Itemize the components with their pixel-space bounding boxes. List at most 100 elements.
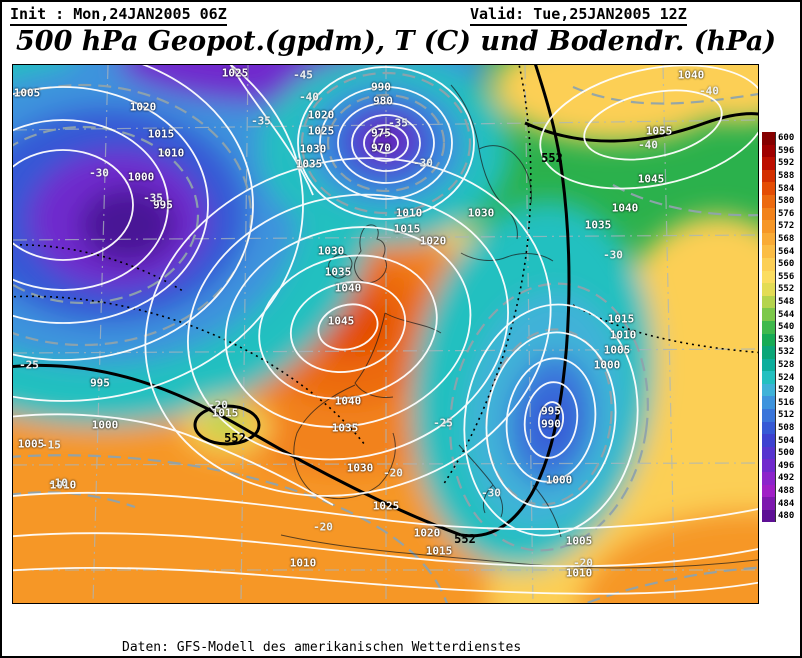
colorbar-value: 532 [778, 347, 795, 358]
colorbar-entry: 532 [762, 346, 800, 359]
colorbar-value: 576 [778, 208, 795, 219]
colorbar-swatch [762, 484, 776, 498]
temperature-label: -40 [299, 90, 319, 104]
valid-time-label: Valid: Tue,25JAN2005 12Z [470, 5, 687, 26]
colorbar-swatch [762, 207, 776, 221]
colorbar-value: 536 [778, 334, 795, 345]
pressure-label: 1000 [91, 418, 119, 432]
colorbar-swatch [762, 220, 776, 233]
footer-credits: Daten: GFS-Modell des amerikanischen Wet… [122, 608, 522, 656]
pressure-label: 1035 [331, 421, 359, 435]
isobar-lines [13, 65, 758, 595]
colorbar-value: 492 [778, 473, 795, 484]
colorbar-entry: 484 [762, 497, 800, 510]
colorbar-swatch [762, 182, 776, 195]
temperature-label: -25 [433, 416, 453, 430]
map-canvas: 1005 1025 1020 1015 1010 1000 995 990 980 975 970 1… [12, 64, 759, 604]
colorbar-entry: 492 [762, 472, 800, 485]
pressure-label: 1040 [334, 281, 362, 295]
pressure-label: 1020 [419, 234, 447, 248]
colorbar-swatch [762, 371, 776, 384]
temperature-label: -20 [573, 556, 593, 570]
colorbar-value: 564 [778, 246, 795, 257]
pressure-label: 1030 [346, 461, 374, 475]
colorbar-entry: 536 [762, 333, 800, 347]
pressure-label: 995 [541, 404, 561, 418]
colorbar-entry: 540 [762, 320, 800, 334]
colorbar-value: 508 [778, 422, 795, 433]
colorbar-swatch [762, 232, 776, 246]
temperature-label: -45 [293, 68, 313, 82]
pressure-label: 1005 [603, 343, 631, 357]
thickness-minor-lines [13, 65, 758, 486]
colorbar-entry: 600 [762, 132, 800, 145]
temperature-label: -15 [41, 438, 61, 452]
colorbar-entry: 556 [762, 270, 800, 284]
colorbar-entry: 508 [762, 421, 800, 435]
pressure-label: 1020 [413, 526, 441, 540]
colorbar-value: 556 [778, 271, 795, 282]
data-source-line: Daten: GFS-Modell des amerikanischen Wet… [122, 640, 522, 655]
pressure-label: 1015 [147, 127, 175, 141]
colorbar-value: 600 [778, 133, 795, 144]
colorbar-swatch [762, 157, 776, 170]
colorbar-value: 592 [778, 158, 795, 169]
temperature-label: -20 [208, 398, 228, 412]
coastline-outlines [280, 84, 758, 569]
colorbar-entry: 588 [762, 169, 800, 183]
colorbar-entry: 524 [762, 371, 800, 384]
geopotential-colorbar: 600 596 592 588 584 580 576 572 568 564 560 556 552 5… [762, 132, 800, 523]
colorbar-entry: 544 [762, 308, 800, 321]
colorbar-entry: 548 [762, 295, 800, 309]
colorbar-entry: 596 [762, 144, 800, 158]
pressure-label: 1020 [129, 100, 157, 114]
pressure-label: 1015 [607, 312, 635, 326]
page-title: 500 hPa Geopot.(gpdm), T (C) und Bodendr… [16, 26, 777, 57]
map-label-layer: 1005 1025 1020 1015 1010 1000 995 990 980 975 970 1… [13, 65, 758, 603]
colorbar-swatch [762, 434, 776, 447]
colorbar-swatch [762, 320, 776, 334]
temperature-label: -30 [89, 166, 109, 180]
thickness-label: 552 [454, 532, 476, 546]
colorbar-swatch [762, 169, 776, 183]
pressure-label: 980 [373, 94, 393, 108]
pressure-label: 970 [371, 141, 391, 155]
pressure-label: 975 [371, 126, 391, 140]
pressure-label: 1000 [593, 358, 621, 372]
colorbar-swatch [762, 497, 776, 510]
pressure-label: 995 [153, 198, 173, 212]
pressure-label: 1025 [372, 499, 400, 513]
colorbar-value: 568 [778, 234, 795, 245]
colorbar-swatch [762, 396, 776, 410]
temperature-label: -30 [603, 248, 623, 262]
colorbar-swatch [762, 144, 776, 158]
colorbar-value: 500 [778, 448, 795, 459]
pressure-label: 1015 [425, 544, 453, 558]
pressure-label: 1030 [299, 142, 327, 156]
colorbar-value: 516 [778, 397, 795, 408]
thickness-label: 552 [224, 431, 246, 445]
colorbar-entry: 496 [762, 459, 800, 473]
temperature-label: -35 [143, 191, 163, 205]
colorbar-value: 528 [778, 359, 795, 370]
pressure-label: 1030 [317, 244, 345, 258]
pressure-label: 1020 [307, 108, 335, 122]
colorbar-swatch [762, 346, 776, 359]
pressure-label: 1025 [307, 124, 335, 138]
colorbar-value: 588 [778, 171, 795, 182]
pressure-label: 1035 [324, 265, 352, 279]
colorbar-entry: 576 [762, 207, 800, 221]
colorbar-entry: 584 [762, 182, 800, 195]
colorbar-swatch [762, 446, 776, 460]
colorbar-value: 484 [778, 498, 795, 509]
temperature-label: -30 [481, 486, 501, 500]
temperature-label: -10 [48, 476, 68, 490]
colorbar-entry: 560 [762, 257, 800, 271]
pressure-label: 990 [541, 417, 561, 431]
colorbar-swatch [762, 257, 776, 271]
colorbar-value: 552 [778, 284, 795, 295]
colorbar-value: 496 [778, 460, 795, 471]
colorbar-value: 512 [778, 410, 795, 421]
colorbar-entry: 568 [762, 232, 800, 246]
